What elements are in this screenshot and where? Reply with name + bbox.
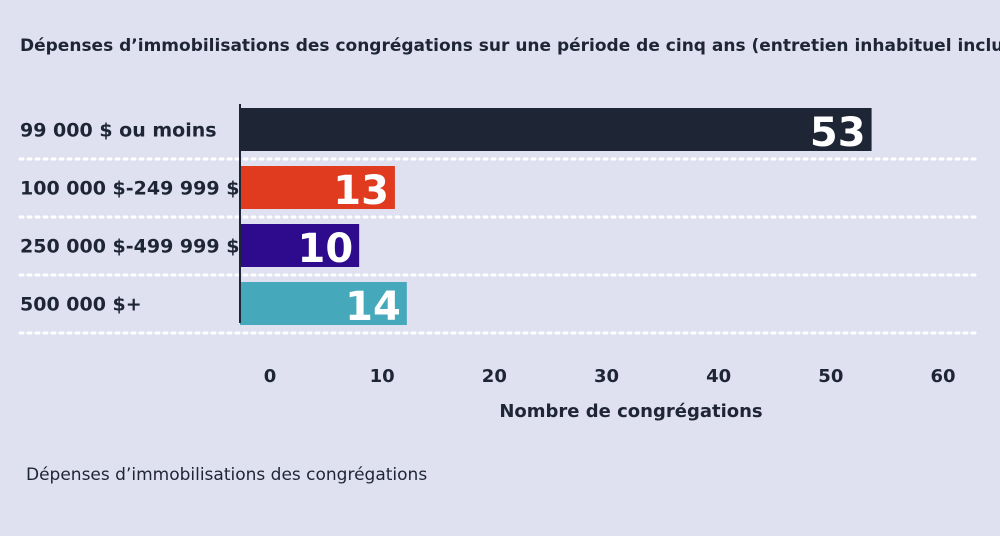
x-tick-label: 60 (930, 366, 955, 387)
chart-title: Dépenses d’immobilisations des congrégat… (20, 36, 1000, 56)
category-label: 100 000 $-249 999 $ (20, 178, 239, 200)
bar-value-label: 13 (333, 168, 389, 214)
bar (240, 166, 395, 209)
category-label: 99 000 $ ou moins (20, 120, 217, 142)
category-label: 250 000 $-499 999 $ (20, 236, 239, 258)
bar (240, 282, 407, 325)
bar (240, 224, 360, 267)
chart-caption: Dépenses d’immobilisations des congrégat… (26, 465, 428, 485)
x-tick-label: 20 (482, 366, 507, 387)
x-tick-label: 10 (370, 366, 395, 387)
x-tick-label: 50 (818, 366, 843, 387)
category-label: 500 000 $+ (20, 294, 142, 316)
x-tick-label: 40 (706, 366, 731, 387)
x-tick-label: 0 (264, 366, 277, 387)
x-axis-title: Nombre de congrégations (499, 401, 762, 422)
bar-value-label: 10 (297, 226, 353, 272)
x-tick-label: 30 (594, 366, 619, 387)
bar (240, 108, 872, 151)
bar-value-label: 53 (810, 110, 866, 156)
bar-value-label: 14 (345, 284, 401, 330)
